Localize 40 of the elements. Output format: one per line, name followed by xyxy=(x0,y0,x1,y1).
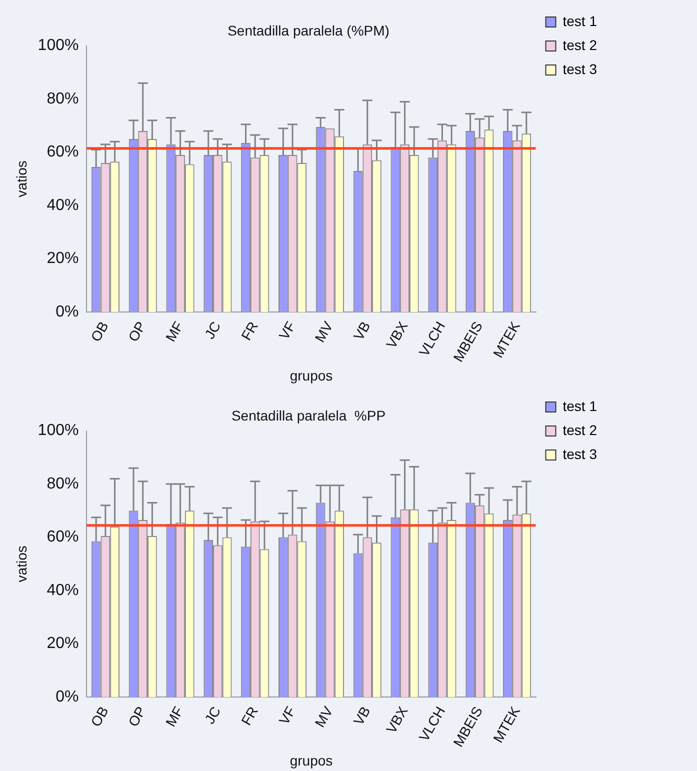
y-tick-label: 60% xyxy=(46,144,79,161)
x-axis-title: grupos xyxy=(290,752,333,768)
x-tick-label: VB xyxy=(350,704,374,728)
chart-title: Sentadilla paralela %PP xyxy=(231,407,386,424)
y-tick-label: 60% xyxy=(46,528,79,546)
x-tick-label: VF xyxy=(276,704,298,728)
y-axis-title: vatios xyxy=(13,160,30,198)
y-tick-label: 20% xyxy=(46,635,79,652)
y-axis-title: vatios xyxy=(13,546,30,582)
y-tick-label: 80% xyxy=(46,90,79,108)
legend-label: test 1 xyxy=(562,398,598,414)
legend-label: test 2 xyxy=(562,36,598,53)
legend-label: test 2 xyxy=(562,422,598,438)
y-tick-label: 80% xyxy=(46,475,79,492)
x-tick-label: FR xyxy=(238,704,262,728)
x-tick-label: MF xyxy=(162,318,186,344)
x-tick-label: OP xyxy=(124,704,149,730)
y-tick-label: 0% xyxy=(56,303,79,320)
y-tick-label: 100% xyxy=(38,37,79,54)
legend-label: test 1 xyxy=(562,12,598,29)
x-tick-label: MF xyxy=(162,704,186,730)
x-tick-label: VB xyxy=(350,318,374,343)
y-tick-label: 100% xyxy=(38,422,79,440)
y-tick-label: 20% xyxy=(46,250,79,268)
x-axis-title: grupos xyxy=(290,367,333,384)
x-tick-label: OB xyxy=(87,704,112,730)
x-tick-label: VF xyxy=(276,318,298,342)
y-tick-label: 40% xyxy=(46,582,79,599)
chart-title: Sentadilla paralela (%PM) xyxy=(228,22,390,38)
x-tick-label: JC xyxy=(201,318,224,342)
x-tick-label: OP xyxy=(124,318,149,344)
y-tick-label: 0% xyxy=(56,688,79,706)
x-tick-label: OB xyxy=(87,318,112,344)
legend-label: test 3 xyxy=(562,446,598,462)
x-tick-label: MV xyxy=(312,318,336,345)
legend-label: test 3 xyxy=(562,60,598,77)
x-tick-label: FR xyxy=(238,318,262,343)
x-tick-label: MV xyxy=(312,703,336,730)
x-tick-label: JC xyxy=(201,704,224,727)
y-tick-label: 40% xyxy=(46,196,79,214)
